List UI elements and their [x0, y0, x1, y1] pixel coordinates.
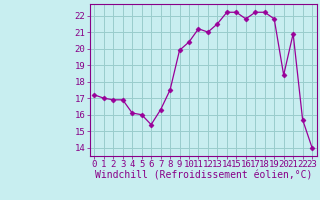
- X-axis label: Windchill (Refroidissement éolien,°C): Windchill (Refroidissement éolien,°C): [94, 171, 312, 181]
